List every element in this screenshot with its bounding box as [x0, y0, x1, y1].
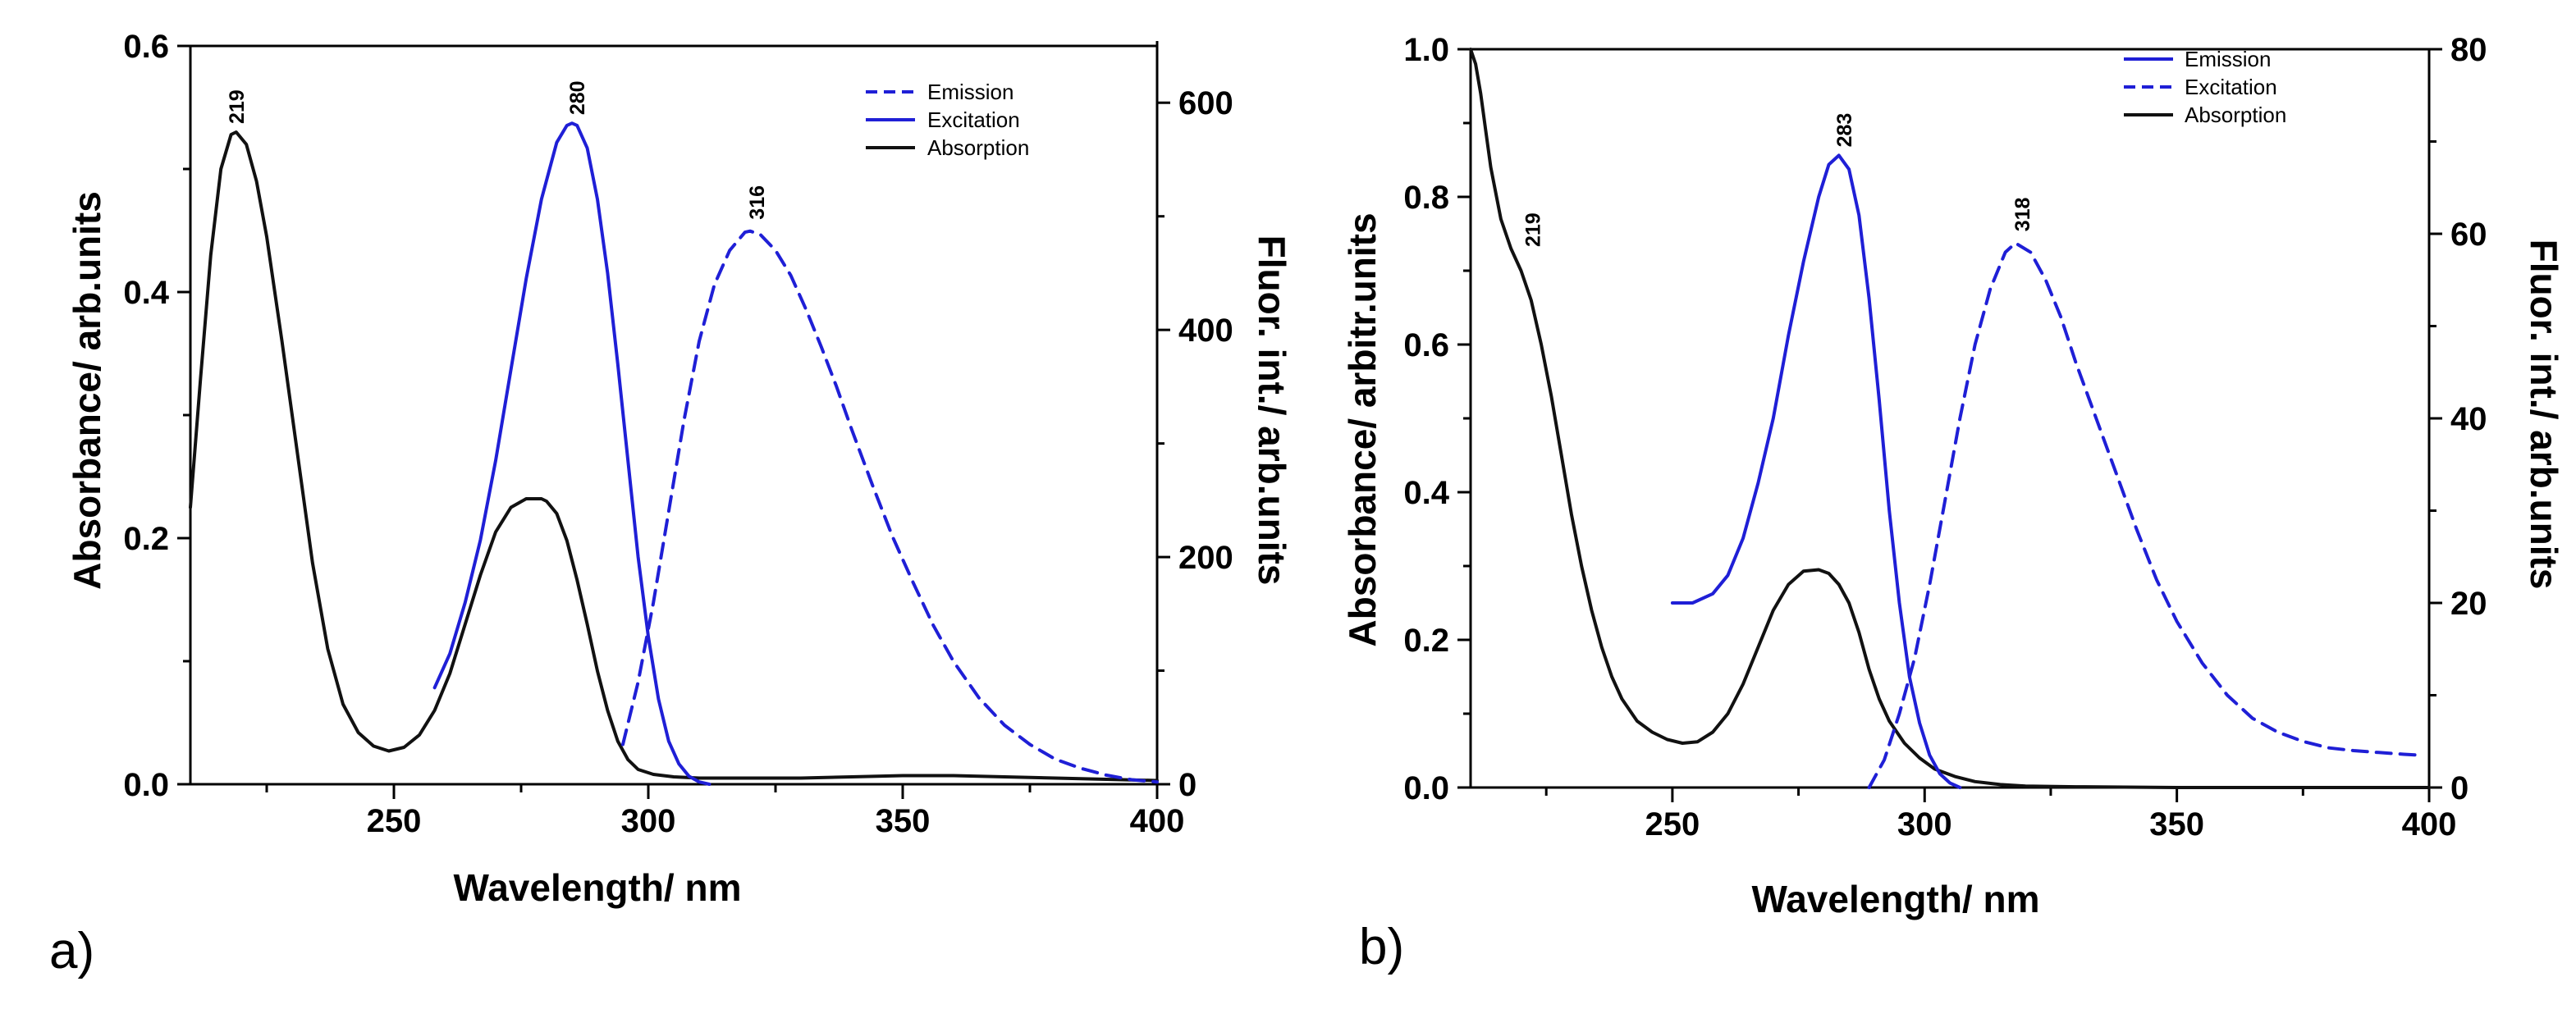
- x-tick-label: 350: [2149, 806, 2204, 842]
- legend-label-absorption: Absorption: [927, 135, 1029, 160]
- series-absorption: [189, 130, 1159, 783]
- peak-label-219: 219: [226, 89, 249, 124]
- y-left-tick-label: 0.4: [123, 275, 169, 311]
- x-tick-label: 350: [876, 803, 931, 839]
- legend: Emission Excitation Absorption: [2124, 47, 2286, 127]
- x-tick-label: 250: [367, 803, 422, 839]
- y-right-tick-label: 20: [2450, 586, 2487, 622]
- y-left-tick-label: 1.0: [1403, 32, 1449, 68]
- y-right-tick-label: 80: [2450, 32, 2487, 68]
- y-left-tick-label: 0.0: [1403, 770, 1449, 806]
- series-excitation: [432, 121, 711, 786]
- y-right-tick-label: 0: [2450, 770, 2468, 806]
- tick-marks: [177, 44, 1170, 799]
- legend: Emission Excitation Absorption: [866, 80, 1029, 160]
- legend-label-excitation: Excitation: [2185, 75, 2277, 99]
- y-left-tick-label: 0.2: [123, 521, 169, 557]
- y-right-tick-label: 40: [2450, 401, 2487, 437]
- y-left-tick-label: 0.6: [123, 29, 169, 65]
- x-tick-label: 400: [2402, 806, 2457, 842]
- tick-labels: 250 300 350 400 0.0 0.2 0.4 0.6 0 200 400 600: [123, 29, 1233, 839]
- peak-label-318: 318: [2011, 197, 2034, 231]
- y-right-tick-label: 400: [1178, 313, 1233, 349]
- y-right-tick-label: 200: [1178, 540, 1233, 576]
- x-tick-label: 400: [1130, 803, 1185, 839]
- y-left-tick-label: 0.6: [1403, 327, 1449, 363]
- y-right-tick-label: 0: [1178, 767, 1196, 803]
- x-axis-title: Wavelength/ nm: [454, 866, 742, 909]
- y-left-tick-label: 0.8: [1403, 180, 1449, 216]
- tick-labels: 250 300 350 400 0.0 0.2 0.4 0.6 0.8 1.0 0 20 40 60 80: [1403, 32, 2487, 842]
- x-tick-label: 300: [1897, 806, 1952, 842]
- y-axis-title-left: Absorbance/ arbitr.units: [1341, 212, 1384, 646]
- legend-label-absorption: Absorption: [2185, 103, 2286, 127]
- peak-label-280: 280: [566, 80, 589, 115]
- legend-label-excitation: Excitation: [927, 107, 1020, 132]
- y-left-tick-label: 0.2: [1403, 623, 1449, 659]
- series-emission: [1670, 153, 1962, 789]
- x-tick-label: 300: [621, 803, 676, 839]
- y-axis-title-right: Fluor. int./ arb.units: [2523, 240, 2565, 590]
- tick-marks: [1457, 48, 2442, 802]
- panel-a-chart: 250 300 350 400 0.0 0.2 0.4 0.6 0 200 400 600 219 2…: [49, 29, 1293, 979]
- peak-label-316: 316: [746, 185, 769, 220]
- legend-label-emission: Emission: [927, 80, 1013, 104]
- series-excitation: [1867, 241, 2421, 789]
- series-emission: [621, 229, 1159, 784]
- series-lines: [1469, 48, 2431, 789]
- y-axis-title-right: Fluor. int./ arb.units: [1251, 235, 1293, 586]
- y-left-tick-label: 0.4: [1403, 475, 1449, 511]
- panel-label-b: b): [1359, 919, 1404, 975]
- plot-frame: [1469, 48, 2431, 789]
- peak-label-219: 219: [1521, 212, 1544, 247]
- y-right-tick-label: 60: [2450, 217, 2487, 253]
- panel-label-a: a): [49, 923, 94, 979]
- y-left-tick-label: 0.0: [123, 767, 169, 803]
- series-lines: [189, 121, 1159, 786]
- legend-label-emission: Emission: [2185, 47, 2271, 71]
- y-right-tick-label: 600: [1178, 85, 1233, 121]
- series-absorption: [1469, 48, 2431, 789]
- peak-label-283: 283: [1833, 113, 1856, 148]
- panel-b-chart: 250 300 350 4000.00.20.40.60.81.0020406080 …: [1341, 32, 2565, 975]
- x-tick-label: 250: [1645, 806, 1700, 842]
- x-axis-title: Wavelength/ nm: [1752, 878, 2040, 920]
- y-axis-title-left: Absorbance/ arb.units: [66, 191, 108, 590]
